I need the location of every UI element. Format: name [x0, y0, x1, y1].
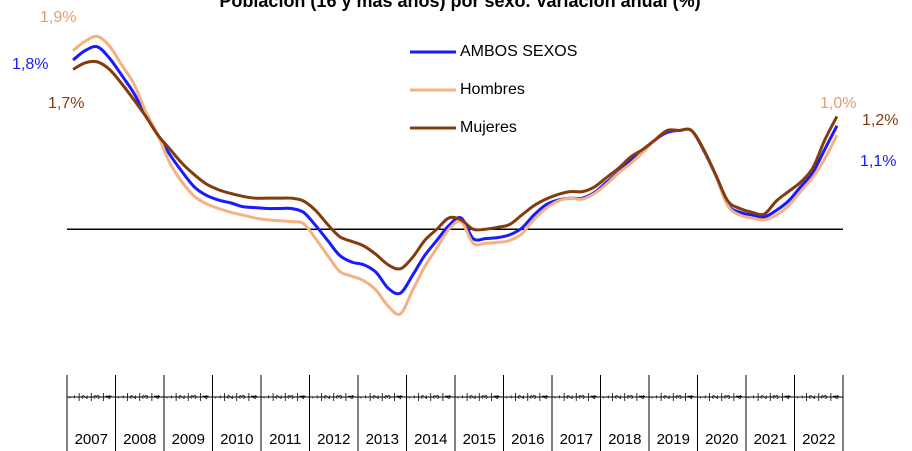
x-tick-label: 4 [250, 394, 259, 399]
x-tick-label: 2 [517, 394, 526, 399]
x-tick-label: 4 [396, 394, 405, 399]
x-tick-label: 3 [626, 394, 635, 399]
x-tick-label: 1 [165, 394, 174, 399]
series-line [72, 34, 839, 316]
year-label: 2014 [414, 431, 447, 448]
year-label: 2013 [366, 431, 399, 448]
x-tick-label: 1 [311, 394, 320, 399]
x-tick-label: 2 [226, 394, 235, 399]
x-tick-label: 4 [638, 394, 647, 399]
x-tick-label: 2 [129, 394, 138, 399]
year-label: 2021 [754, 431, 787, 448]
data-label: 1,0% [820, 95, 856, 112]
x-tick-label: 1 [747, 394, 756, 399]
year-label: 2008 [123, 431, 156, 448]
x-tick-label: 4 [444, 394, 453, 399]
x-tick-label: 3 [189, 394, 198, 399]
x-tick-label: 1 [456, 394, 465, 399]
data-label: 1,9% [40, 9, 76, 26]
year-label: 2010 [220, 431, 253, 448]
x-tick-label: 4 [493, 394, 502, 399]
x-tick-label: 4 [735, 394, 744, 399]
x-tick-label: 1 [68, 394, 77, 399]
x-tick-label: 3 [674, 394, 683, 399]
x-tick-label: 3 [238, 394, 247, 399]
x-tick-label: 1 [505, 394, 514, 399]
year-label: 2015 [463, 431, 496, 448]
x-tick-label: 2 [80, 394, 89, 399]
x-tick-label: 2 [808, 394, 817, 399]
x-tick-label: 1 [359, 394, 368, 399]
x-tick-label: 4 [105, 394, 114, 399]
year-label: 2012 [317, 431, 350, 448]
year-label: 2011 [269, 431, 301, 448]
year-label: 2009 [172, 431, 205, 448]
x-tick-label: 3 [820, 394, 829, 399]
x-tick-label: 1 [262, 394, 271, 399]
x-tick-label: 4 [784, 394, 793, 399]
x-tick-label: 3 [335, 394, 344, 399]
year-label: 2016 [511, 431, 544, 448]
x-tick-label: 4 [541, 394, 550, 399]
year-label: 2019 [657, 431, 690, 448]
x-tick-label: 3 [141, 394, 150, 399]
x-tick-label: 2 [662, 394, 671, 399]
x-tick-label: 4 [832, 394, 841, 399]
x-tick-label: 2 [323, 394, 332, 399]
x-tick-label: 4 [590, 394, 599, 399]
chart-title: Población (16 y más años) por sexo. Vari… [219, 0, 700, 11]
x-tick-label: 1 [699, 394, 708, 399]
x-tick-label: 2 [274, 394, 283, 399]
year-label: 2007 [75, 431, 108, 448]
year-label: 2017 [560, 431, 593, 448]
x-tick-label: 3 [432, 394, 441, 399]
x-tick-label: 2 [371, 394, 380, 399]
x-tick-label: 1 [553, 394, 562, 399]
x-tick-label: 2 [420, 394, 429, 399]
x-tick-label: 3 [383, 394, 392, 399]
x-tick-label: 2 [565, 394, 574, 399]
data-label: 1,7% [48, 95, 84, 112]
year-label: 2018 [608, 431, 641, 448]
x-tick-label: 3 [480, 394, 489, 399]
x-tick-label: 4 [153, 394, 162, 399]
year-label: 2020 [705, 431, 738, 448]
x-tick-label: 1 [796, 394, 805, 399]
x-tick-label: 2 [614, 394, 623, 399]
x-tick-label: 2 [711, 394, 720, 399]
legend-label: Mujeres [460, 119, 517, 136]
legend-label: AMBOS SEXOS [460, 43, 577, 60]
year-label: 2022 [802, 431, 835, 448]
x-tick-label: 3 [723, 394, 732, 399]
x-tick-label: 1 [408, 394, 417, 399]
x-tick-label: 2 [177, 394, 186, 399]
x-tick-label: 3 [771, 394, 780, 399]
x-tick-label: 3 [286, 394, 295, 399]
x-tick-label: 4 [687, 394, 696, 399]
x-tick-label: 4 [202, 394, 211, 399]
x-tick-label: 4 [347, 394, 356, 399]
series-line [72, 59, 839, 271]
data-label: 1,2% [862, 112, 898, 129]
x-tick-label: 4 [299, 394, 308, 399]
x-tick-label: 2 [468, 394, 477, 399]
x-tick-label: 3 [529, 394, 538, 399]
data-label: 1,1% [860, 153, 896, 170]
x-tick-label: 1 [117, 394, 126, 399]
x-tick-label: 2 [759, 394, 768, 399]
legend-label: Hombres [460, 81, 525, 98]
x-tick-label: 1 [214, 394, 223, 399]
x-tick-label: 1 [602, 394, 611, 399]
x-tick-label: 3 [92, 394, 101, 399]
data-label: 1,8% [12, 56, 48, 73]
x-tick-label: 3 [577, 394, 586, 399]
x-tick-label: 1 [650, 394, 659, 399]
